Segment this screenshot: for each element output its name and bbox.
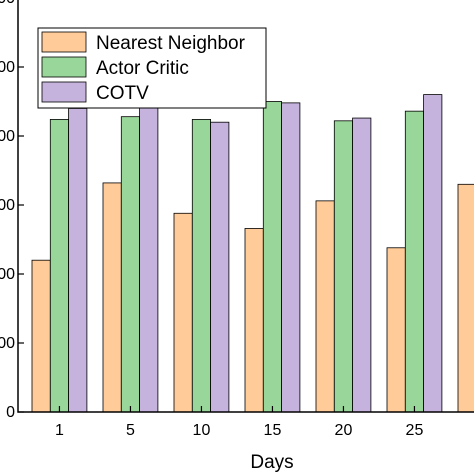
y-axis: 0000000000000 [0,0,24,421]
x-tick-label-5: 5 [126,422,135,439]
bar-cotv-20 [352,117,372,413]
bar-cotv-15 [281,102,301,413]
bar-nearest-neighbor-20 [315,200,335,413]
y-tick-label-1000: 00 [0,266,15,283]
y-tick-label-2000: 00 [0,128,15,145]
x-axis: 151015202530 [55,406,424,439]
bar-cotv-1 [68,108,88,413]
legend-label-actor-critic: Actor Critic [96,58,189,79]
y-tick-label-3000: 00 [0,0,15,7]
bar-actor-critic-25 [404,110,424,413]
y-tick-label-1500: 00 [0,197,15,214]
bar-nearest-neighbor-30 [457,183,474,413]
legend-label-cotv: COTV [96,83,149,104]
bar-cotv-5 [139,105,159,413]
bar-nearest-neighbor-25 [386,247,406,413]
legend-swatch-actor-critic [41,56,87,78]
x-axis-title: Days [250,452,293,473]
bar-cotv-25 [423,94,443,413]
bar-nearest-neighbor-1 [31,259,51,413]
y-tick-label-2500: 00 [0,59,15,76]
y-tick-label-500: 00 [0,335,15,352]
x-tick-label-20: 20 [335,422,353,439]
bar-actor-critic-15 [262,101,282,413]
bar-cotv-10 [210,121,230,413]
bar-nearest-neighbor-10 [173,212,193,413]
bar-actor-critic-1 [49,119,69,413]
bar-actor-critic-5 [120,116,141,413]
y-tick-label-0: 0 [6,404,15,421]
legend-swatch-cotv [41,81,87,103]
bar-actor-critic-10 [191,119,212,413]
x-tick-label-25: 25 [406,422,424,439]
bar-nearest-neighbor-15 [244,228,264,413]
legend-label-nearest-neighbor: Nearest Neighbor [96,33,246,54]
x-tick-label-1: 1 [55,422,64,439]
bar-nearest-neighbor-5 [102,182,122,413]
bars-group [31,94,474,413]
x-tick-label-15: 15 [264,422,282,439]
bar-actor-critic-20 [333,120,353,413]
legend-swatch-nearest-neighbor [41,31,87,53]
x-tick-label-10: 10 [193,422,211,439]
legend: Nearest Neighbor Actor Critic COTV [37,27,267,109]
